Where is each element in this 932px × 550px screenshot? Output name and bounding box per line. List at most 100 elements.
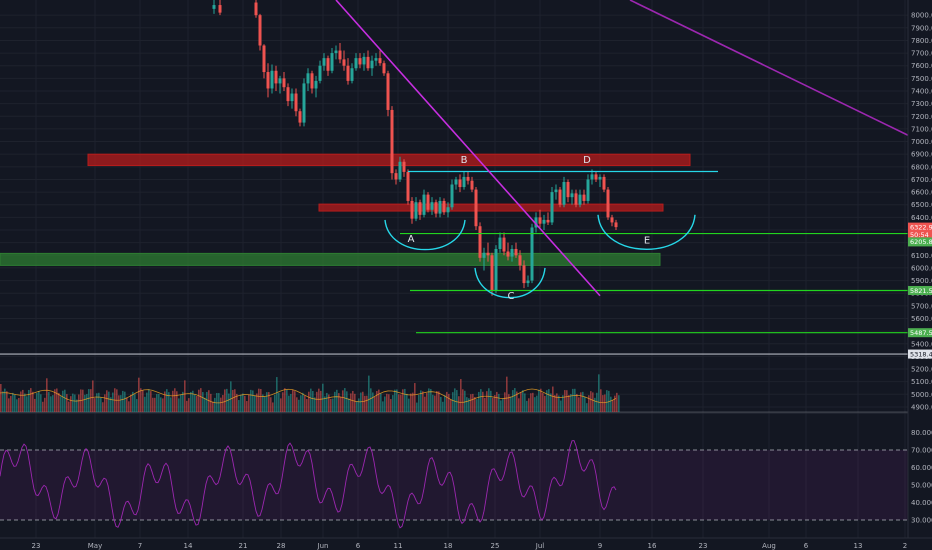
candle-body — [514, 248, 518, 256]
volume-bar — [482, 391, 484, 412]
volume-bar — [416, 402, 418, 412]
volume-bar — [394, 389, 396, 412]
volume-bar — [270, 397, 272, 412]
candle-body — [598, 176, 602, 180]
volume-bar — [508, 394, 510, 412]
volume-bar — [502, 398, 504, 412]
volume-bar — [54, 389, 56, 412]
rsi-tick-label: 80.0000 — [911, 429, 932, 437]
volume-bar — [558, 395, 560, 412]
volume-bar — [228, 393, 230, 412]
volume-bar — [424, 396, 426, 412]
volume-bar — [252, 390, 254, 412]
volume-bar — [128, 401, 130, 412]
pattern-label: A — [408, 234, 415, 245]
candle-body — [602, 176, 606, 190]
volume-bar — [304, 395, 306, 412]
volume-bar — [208, 390, 210, 412]
volume-histogram — [0, 374, 908, 413]
candle-body — [322, 58, 326, 66]
candle-body — [278, 78, 282, 84]
volume-bar — [40, 394, 42, 412]
price-tick-label: 7800.00 — [911, 37, 932, 45]
volume-bar — [76, 399, 78, 412]
price-tick-label: 6900.00 — [911, 151, 932, 159]
volume-bar — [316, 391, 318, 412]
volume-bar — [266, 392, 268, 412]
volume-bar — [330, 398, 332, 412]
price-tick-label: 5000.00 — [911, 391, 932, 399]
volume-bar — [562, 395, 564, 412]
volume-bar — [588, 395, 590, 412]
volume-bar — [168, 392, 170, 412]
volume-bar — [194, 394, 196, 412]
volume-bar — [18, 397, 20, 412]
volume-bar — [148, 389, 150, 412]
volume-bar — [236, 393, 238, 412]
volume-bar — [486, 391, 488, 412]
volume-bar — [68, 401, 70, 412]
price-axis-panel[interactable] — [908, 0, 932, 538]
time-tick-label: 14 — [184, 542, 193, 550]
volume-bar — [182, 391, 184, 412]
candle-body — [590, 174, 594, 180]
volume-bar — [250, 389, 252, 412]
time-tick-label: May — [88, 542, 102, 550]
volume-bar — [520, 392, 522, 412]
volume-bar — [174, 388, 176, 412]
volume-bar — [566, 390, 568, 412]
price-tick-label: 6800.00 — [911, 163, 932, 171]
volume-bar — [224, 389, 226, 412]
volume-bar — [20, 391, 22, 412]
volume-bar — [22, 389, 24, 412]
volume-bar — [48, 391, 50, 412]
volume-bar — [104, 394, 106, 412]
price-tag-label: 5821.59 — [910, 287, 932, 295]
volume-bar — [244, 395, 246, 412]
candle-body — [282, 78, 286, 88]
candle-body — [494, 248, 498, 291]
candle-body — [546, 219, 550, 223]
volume-bar — [74, 394, 76, 412]
candle-body — [346, 65, 350, 81]
volume-bar — [14, 394, 16, 412]
volume-bar — [534, 397, 536, 412]
volume-bar — [400, 394, 402, 412]
volume-bar — [142, 390, 144, 412]
volume-bar — [198, 389, 200, 412]
candle-body — [466, 176, 470, 181]
time-axis[interactable]: 23 May 7 14 21 28 Jun 6 11 18 25 Jul 9 16 23 Aug 6 13 2 — [32, 542, 908, 550]
rsi-axis: 80.0000 70.0000 60.0000 50.0000 40.0000 30.00… — [911, 429, 932, 525]
volume-bar — [404, 388, 406, 412]
rsi-tick-label: 70.0000 — [911, 447, 932, 455]
volume-bar — [172, 390, 174, 412]
volume-bar — [32, 391, 34, 412]
candle-body — [326, 58, 330, 71]
volume-bar — [590, 391, 592, 412]
volume-bar — [510, 396, 512, 412]
volume-bar — [240, 394, 242, 412]
price-tick-label: 7400.00 — [911, 87, 932, 95]
pattern-label: E — [644, 235, 650, 246]
price-tick-label: 6500.00 — [911, 201, 932, 209]
candle-body — [310, 73, 314, 89]
volume-bar — [360, 392, 362, 412]
volume-bar — [24, 393, 26, 412]
volume-bar — [52, 395, 54, 412]
volume-bar — [466, 397, 468, 412]
candle-body — [294, 93, 298, 112]
volume-bar — [354, 393, 356, 412]
candle-body — [438, 200, 442, 214]
candle-body — [390, 109, 394, 174]
volume-bar — [60, 396, 62, 412]
volume-bar — [480, 389, 482, 412]
volume-bar — [474, 396, 476, 412]
volume-bar — [42, 401, 44, 412]
time-tick-label: 23 — [699, 542, 708, 550]
candle-body — [570, 193, 574, 198]
volume-bar — [246, 401, 248, 412]
volume-bar — [568, 395, 570, 412]
trendline — [335, 0, 601, 297]
volume-bar — [56, 388, 58, 412]
